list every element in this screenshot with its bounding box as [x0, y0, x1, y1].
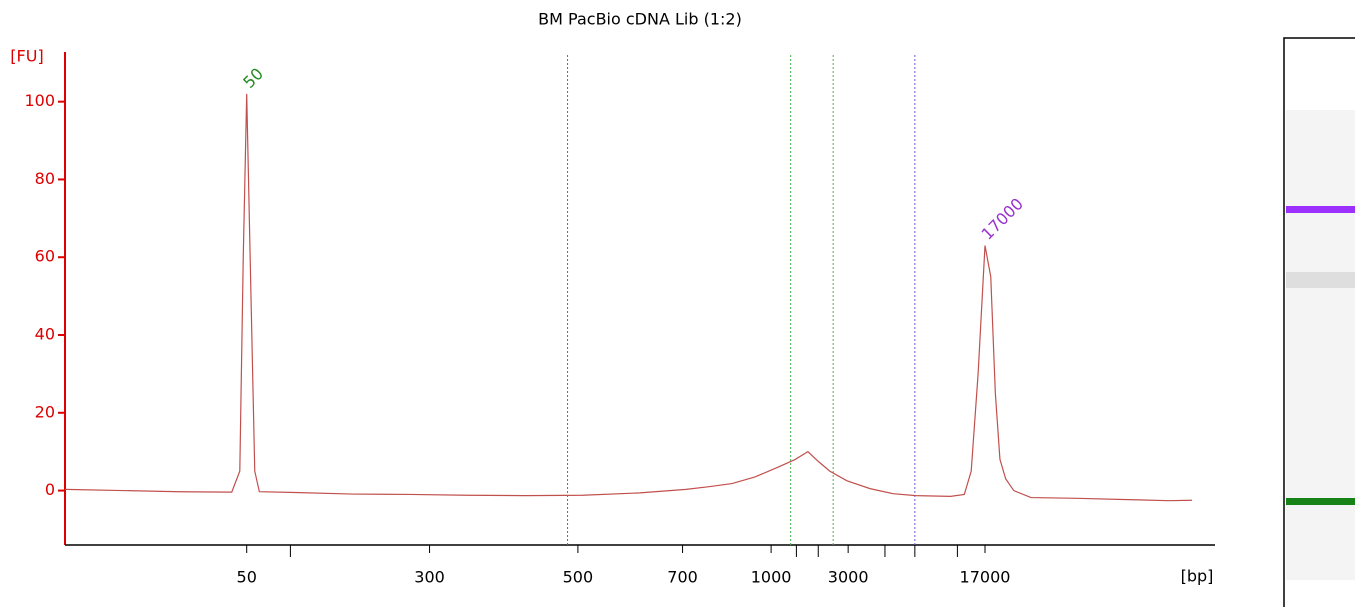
- y-tick-label: 60: [35, 247, 55, 266]
- gel-lane: [1283, 37, 1355, 611]
- y-axis-label: [FU]: [10, 47, 43, 66]
- y-tick-label: 100: [24, 91, 55, 110]
- x-axis-label: [bp]: [1181, 567, 1214, 586]
- x-tick-label: 3000: [828, 568, 869, 587]
- y-tick-label: 40: [35, 325, 55, 344]
- trace: [64, 93, 1193, 502]
- gel-band: [1286, 206, 1355, 213]
- gel-smear: [1286, 272, 1355, 288]
- y-tick-label: 20: [35, 402, 55, 421]
- gel-band: [1286, 498, 1355, 505]
- chart-title: BM PacBio cDNA Lib (1:2): [538, 10, 742, 29]
- y-tick-label: 80: [35, 169, 55, 188]
- x-tick-label: 300: [414, 568, 445, 587]
- x-tick-label: 1000: [751, 568, 792, 587]
- x-tick-label: 500: [563, 568, 594, 587]
- gel-background: [1286, 110, 1355, 580]
- peak-label: 50: [239, 64, 267, 92]
- x-tick-label: 700: [667, 568, 698, 587]
- y-tick-label: 0: [45, 480, 55, 499]
- peak-label: 17000: [978, 194, 1027, 243]
- x-tick-label: 50: [237, 568, 257, 587]
- x-tick-label: 17000: [960, 568, 1011, 587]
